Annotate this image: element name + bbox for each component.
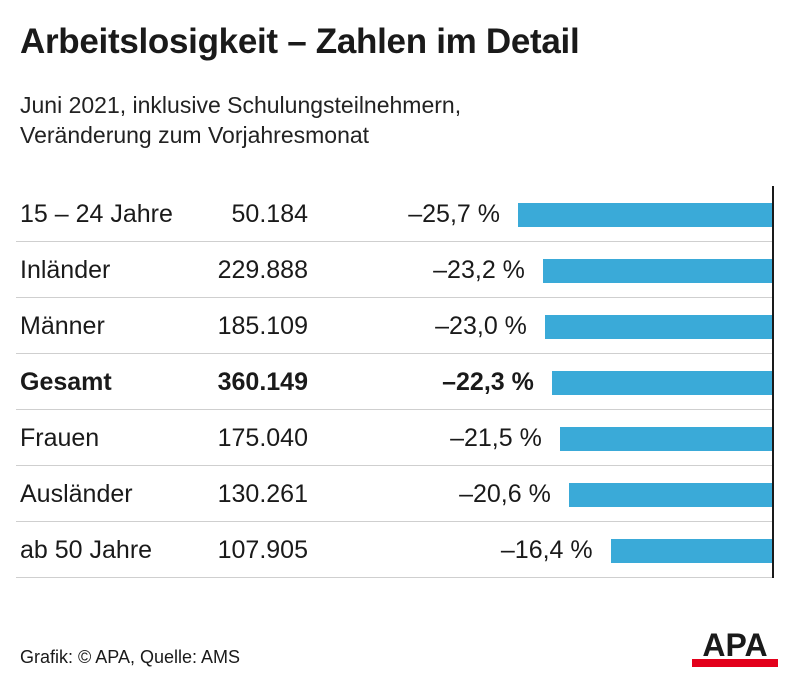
- table-row: 15 – 24 Jahre 50.184 –25,7 %: [16, 186, 774, 242]
- table-row: Ausländer 130.261 –20,6 %: [16, 466, 774, 522]
- subtitle-line-2: Veränderung zum Vorjahresmonat: [20, 122, 370, 148]
- change-bar: [610, 539, 774, 563]
- apa-logo: APA: [692, 628, 778, 667]
- category-label: Männer: [20, 312, 105, 340]
- change-bar: [518, 203, 774, 227]
- subtitle-line-1: Juni 2021, inklusive Schulungsteilnehmer…: [20, 92, 462, 118]
- count-value: 360.149: [217, 368, 308, 396]
- apa-logo-text: APA: [702, 628, 767, 663]
- change-value-label: –25,7 %: [408, 200, 500, 228]
- count-value: 130.261: [217, 480, 308, 508]
- table-row: Frauen 175.040 –21,5 %: [16, 410, 774, 466]
- change-bar: [568, 483, 774, 507]
- category-label: ab 50 Jahre: [20, 536, 153, 564]
- table-row: ab 50 Jahre 107.905 –16,4 %: [16, 522, 774, 578]
- change-value-label: –23,2 %: [433, 256, 525, 284]
- change-bar: [559, 427, 774, 451]
- category-label: Frauen: [20, 424, 100, 452]
- count-value: 50.184: [231, 200, 308, 228]
- change-bar: [542, 259, 774, 283]
- change-bar: [544, 315, 774, 339]
- change-value-label: –23,0 %: [435, 312, 527, 340]
- apa-logo-bar: [692, 659, 778, 667]
- change-value-label: –21,5 %: [450, 424, 542, 452]
- table-row: Gesamt 360.149 –22,3 %: [16, 354, 774, 410]
- category-label: Ausländer: [20, 480, 133, 508]
- count-value: 107.905: [217, 536, 308, 564]
- chart-subtitle: Juni 2021, inklusive Schulungsteilnehmer…: [20, 90, 461, 150]
- source-note: Grafik: © APA, Quelle: AMS: [20, 647, 241, 667]
- change-value-label: –20,6 %: [459, 480, 551, 508]
- category-label: 15 – 24 Jahre: [20, 200, 173, 228]
- change-value-label: –22,3 %: [442, 368, 534, 396]
- table-row: Inländer 229.888 –23,2 %: [16, 242, 774, 298]
- category-label: Gesamt: [20, 368, 112, 396]
- count-value: 229.888: [217, 256, 308, 284]
- chart-title: Arbeitslosigkeit – Zahlen im Detail: [20, 22, 580, 61]
- change-value-label: –16,4 %: [500, 536, 593, 564]
- zero-axis-line: [772, 186, 774, 578]
- count-value: 185.109: [217, 312, 308, 340]
- data-table: 15 – 24 Jahre 50.184 –25,7 % Inländer 229.88…: [16, 186, 774, 578]
- category-label: Inländer: [20, 256, 111, 284]
- table-row: Männer 185.109 –23,0 %: [16, 298, 774, 354]
- count-value: 175.040: [217, 424, 308, 452]
- change-bar: [551, 371, 774, 395]
